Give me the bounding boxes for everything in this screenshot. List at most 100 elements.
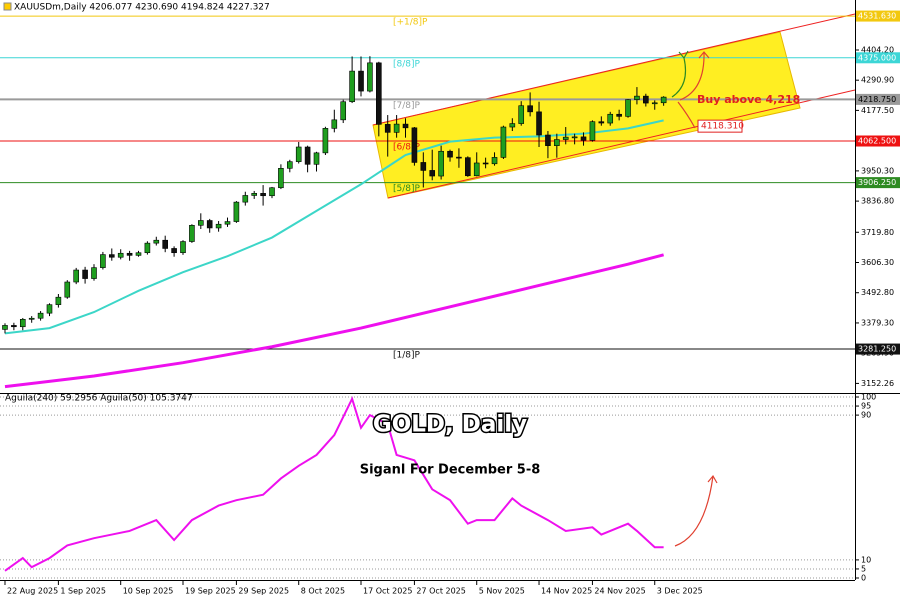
candle-body — [420, 162, 427, 171]
price-tag-box — [856, 135, 900, 147]
marker-label: 4118.310 — [701, 122, 744, 132]
candle-body — [651, 102, 658, 105]
candle-body — [11, 325, 17, 328]
candle-body — [536, 111, 542, 136]
candle-body — [313, 152, 320, 165]
candle-body — [251, 193, 258, 196]
price-tag: 4531.630 — [858, 12, 896, 21]
arrow-head — [707, 474, 718, 484]
candle-body — [491, 157, 498, 165]
candle-body — [562, 136, 569, 140]
x-tick-label: 10 Sep 2025 — [123, 587, 174, 596]
indicator-line — [4, 396, 664, 572]
candle-body — [402, 123, 409, 129]
candle-body — [197, 220, 204, 226]
candle-body — [153, 239, 160, 244]
y-tick-label: 3606.30 — [861, 258, 894, 267]
y-tick-label: 3950.30 — [861, 166, 894, 175]
x-tick-label: 5 Nov 2025 — [479, 587, 525, 596]
candle-body — [180, 241, 186, 254]
y-tick-label: 4177.50 — [861, 106, 894, 115]
candle-body — [206, 220, 213, 229]
price-tag-box — [856, 10, 900, 22]
y-tick-label: 3492.80 — [861, 288, 894, 297]
candle-body — [171, 248, 177, 254]
candle-body — [46, 304, 53, 314]
y-tick-label: 0 — [861, 574, 866, 583]
candle-body — [616, 113, 622, 117]
candle-body — [607, 113, 614, 124]
candle-body — [126, 252, 133, 256]
chart-header: XAUUSDm,Daily 4206.077 4230.690 4194.824… — [14, 3, 270, 13]
candle-body — [384, 124, 391, 133]
candle-body — [19, 318, 26, 328]
y-tick-label: 3152.26 — [861, 379, 894, 388]
y-tick-label: 90 — [861, 411, 871, 420]
price-tag: 4062.500 — [858, 137, 896, 146]
x-tick-label: 24 Nov 2025 — [594, 587, 645, 596]
y-tick-label: 4290.90 — [861, 76, 894, 85]
candle-body — [37, 312, 44, 319]
symbol-icon — [3, 2, 12, 11]
price-tag: 4375.000 — [858, 53, 896, 62]
candle-body — [233, 201, 240, 222]
candle-body — [554, 139, 560, 146]
candle-body — [117, 252, 124, 258]
candle-body — [456, 156, 462, 159]
x-tick-label: 17 Oct 2025 — [363, 587, 412, 596]
candle-body — [625, 99, 631, 117]
candle-body — [634, 95, 640, 100]
candle-body — [509, 123, 516, 128]
moving-average — [4, 253, 665, 389]
arrow-head — [698, 51, 710, 59]
level-tag: [8/8]P — [393, 59, 421, 69]
candle-body — [278, 168, 284, 189]
candle-body — [589, 121, 596, 141]
candle-body — [215, 223, 222, 229]
candle-body — [438, 150, 444, 177]
level-tag: [+1/8]P — [393, 18, 428, 28]
candle-body — [64, 281, 71, 298]
price-tag-box — [856, 52, 900, 64]
x-tick-label: 14 Nov 2025 — [541, 587, 592, 596]
candle-body — [411, 127, 418, 163]
candle-body — [598, 121, 605, 124]
x-tick-label: 3 Dec 2025 — [657, 587, 703, 596]
level-tag: [7/8]P — [393, 101, 421, 111]
level-tag: [1/8]P — [393, 351, 421, 361]
candle-body — [55, 296, 62, 305]
candle-body — [108, 254, 115, 258]
candle-body — [2, 325, 8, 330]
candle-body — [100, 254, 106, 268]
candle-body — [304, 146, 311, 165]
candle-body — [500, 126, 507, 158]
channel-lower — [387, 89, 856, 199]
candle-body — [260, 193, 266, 197]
y-tick-label: 3379.30 — [861, 318, 894, 327]
candle-body — [322, 128, 329, 154]
candle-body — [429, 170, 436, 177]
y-tick-label: 100 — [861, 393, 876, 402]
candle-body — [571, 136, 578, 139]
y-tick-label: 3719.80 — [861, 228, 894, 237]
level-tag: [5/8]P — [393, 184, 421, 194]
x-tick-label: 27 Oct 2025 — [416, 587, 465, 596]
arrow-up — [671, 57, 687, 98]
headline: GOLD, Daily — [373, 412, 527, 438]
price-tag: 3906.250 — [858, 178, 896, 187]
price-tag-box — [856, 177, 900, 189]
price-tag: 3281.250 — [858, 345, 896, 354]
y-tick-label: 3836.80 — [861, 197, 894, 206]
candle-body — [349, 70, 355, 103]
price-tag-box — [856, 93, 900, 105]
y-tick-label: 4404.20 — [861, 46, 894, 55]
x-tick-label: 8 Oct 2025 — [301, 587, 345, 596]
x-tick-label: 29 Sep 2025 — [238, 587, 289, 596]
candle-body — [242, 195, 249, 203]
candle-body — [189, 224, 195, 242]
arrow-head — [678, 50, 689, 60]
x-tick-label: 19 Sep 2025 — [185, 587, 236, 596]
candle-body — [660, 96, 667, 104]
candle-body — [376, 62, 382, 125]
